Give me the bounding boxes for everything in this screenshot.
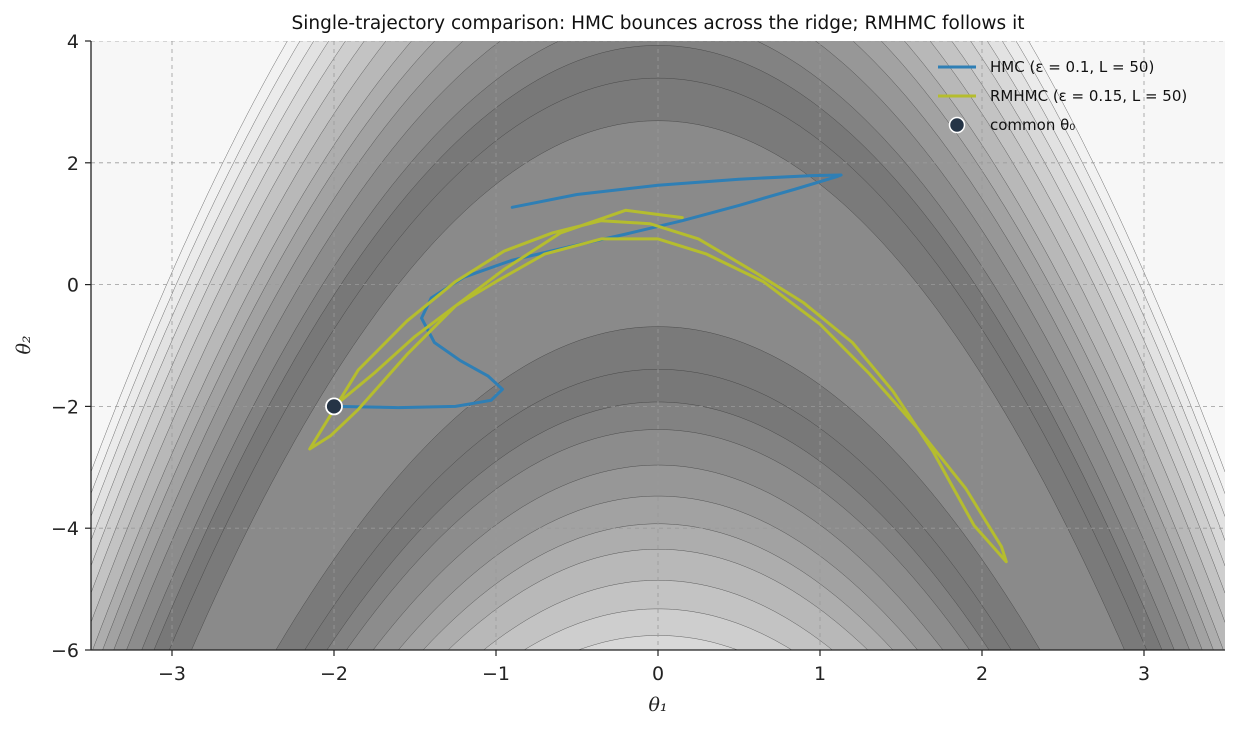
contour-line [141,41,1175,650]
y-axis-label: θ₂ [13,335,35,354]
y-tick-label: 4 [67,31,79,53]
series-line-hmc [332,173,843,410]
contour-line [126,41,1190,650]
legend-label-theta0: common θ₀ [990,116,1075,134]
contour-line [398,495,918,650]
contour-line [102,41,1214,650]
contour-line [113,41,1203,650]
start-point-marker [325,397,343,416]
legend-marker-theta0 [948,116,966,134]
legend: HMC (ε = 0.1, L = 50) RMHMC (ε = 0.15, L… [938,58,1187,134]
contour-line [447,548,869,650]
x-tick-label: 3 [1138,663,1150,685]
x-tick-label: 1 [814,663,826,685]
ticks: −3 −2 −1 0 1 2 3 −6 −4 −2 0 2 4 [51,31,1150,685]
legend-label-hmc: HMC (ε = 0.1, L = 50) [990,58,1154,76]
contour-line [153,45,1163,650]
contour-line [346,429,970,650]
contour-band [91,41,1225,650]
y-tick-label: 2 [67,153,79,175]
y-tick-label: 0 [67,275,79,297]
grid [91,41,1225,650]
contour-line [91,41,1225,594]
contour-line [91,41,1225,566]
x-tick-label: −2 [320,663,348,685]
contour-line [169,77,1147,650]
contour-band [91,41,1225,472]
y-tick-label: −2 [51,396,79,418]
contour-line [91,41,1225,517]
contour-line [91,41,1225,472]
legend-label-rmhmc: RMHMC (ε = 0.15, L = 50) [990,87,1187,105]
contour-line [523,608,793,650]
contour-line [191,120,1125,650]
contour-background [91,41,1225,650]
x-tick-label: 0 [652,663,664,685]
contour-line [92,41,1224,650]
chart-title: Single-trajectory comparison: HMC bounce… [292,13,1025,34]
series-line-rmhmc [308,208,1008,564]
y-tick-label: −6 [51,640,79,662]
contour-line [275,326,1041,650]
contour-line [91,41,1225,494]
contour-line [91,41,1225,541]
contour-band [524,608,792,650]
x-axis-label: θ₁ [648,694,667,716]
x-tick-label: −3 [158,663,186,685]
x-tick-label: 2 [976,663,988,685]
contour-line [91,41,1225,623]
x-tick-label: −1 [482,663,510,685]
series-layer [308,173,1008,564]
y-tick-label: −4 [51,518,79,540]
